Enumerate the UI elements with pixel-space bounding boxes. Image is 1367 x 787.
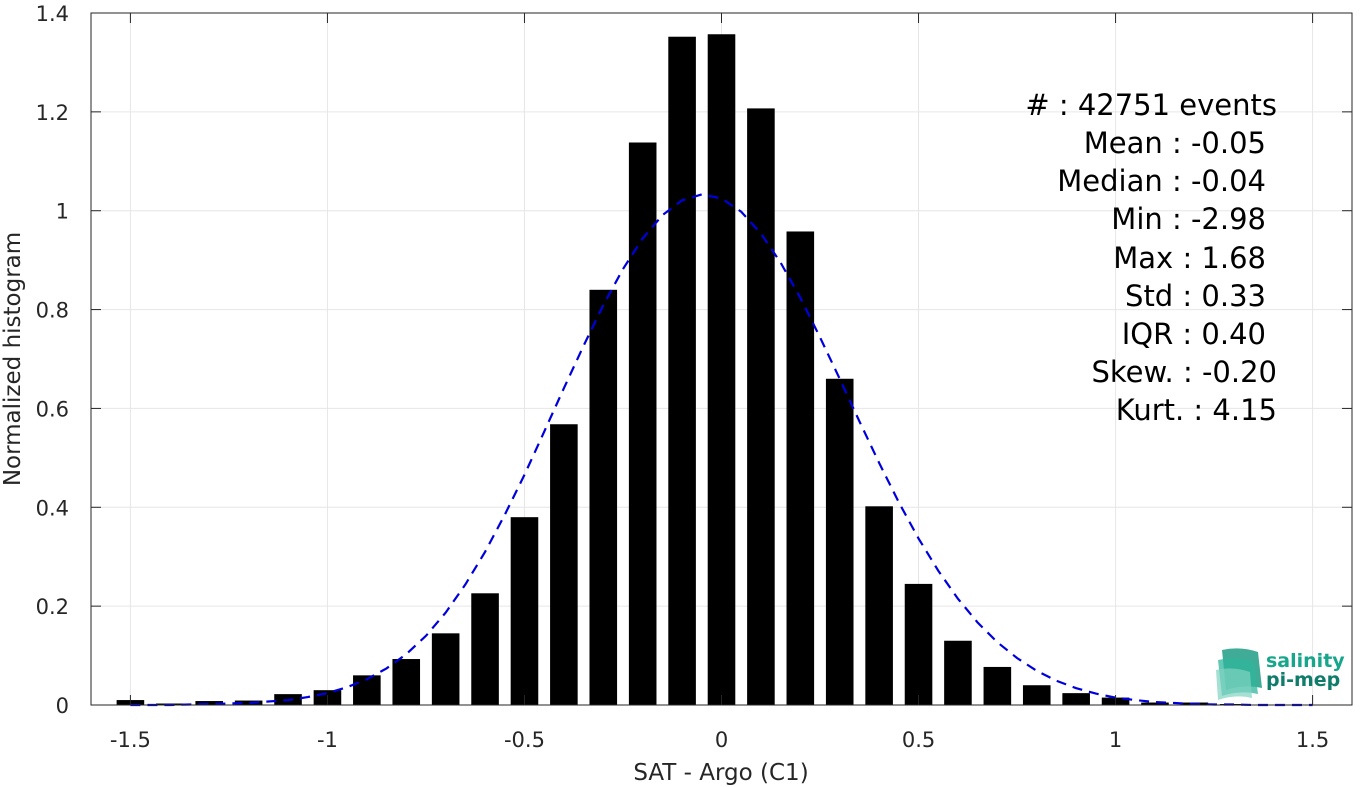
axes — [90, 12, 1353, 706]
y-tick-labels: 0 0.2 0.4 0.6 0.8 1 1.2 1.4 — [36, 2, 69, 718]
bar — [944, 640, 972, 705]
bar — [747, 108, 775, 705]
stat-count: # : 42751 events — [1025, 88, 1277, 122]
x-axis-label: SAT - Argo (C1) — [633, 760, 808, 786]
y-tick-label: 0.2 — [36, 595, 69, 619]
salinity-pi-mep-logo: salinity pi-mep — [1216, 648, 1345, 700]
bar — [510, 517, 539, 705]
y-tick-label: 1 — [56, 200, 69, 224]
bar — [550, 424, 578, 705]
stat-kurt: Kurt. : 4.15 — [1116, 393, 1277, 427]
bar — [983, 666, 1012, 705]
bars — [116, 34, 1248, 706]
bar — [865, 506, 893, 705]
logo-line2: pi-mep — [1266, 669, 1340, 691]
bar — [904, 583, 933, 705]
x-tick-label: 0.5 — [902, 728, 935, 752]
y-tick-label: 0.8 — [36, 299, 69, 323]
bar — [471, 593, 499, 705]
x-tick-label: -1.5 — [110, 728, 151, 752]
y-tick-label: 1.4 — [36, 2, 69, 26]
bar — [825, 378, 854, 705]
bar — [1062, 693, 1090, 705]
x-tick-labels: -1.5 -1 -0.5 0 0.5 1 1.5 — [110, 728, 1329, 752]
stat-mean: Mean : -0.05 — [1084, 126, 1266, 160]
logo-line1: salinity — [1266, 650, 1345, 672]
y-tick-label: 0 — [56, 694, 69, 718]
stat-max: Max : 1.68 — [1113, 241, 1266, 275]
bar — [1022, 685, 1051, 705]
wave-logo-icon — [1216, 648, 1262, 700]
stat-skew: Skew. : -0.20 — [1091, 355, 1277, 389]
bar — [589, 289, 618, 705]
bar — [707, 34, 736, 706]
x-tick-label: 1 — [1109, 728, 1122, 752]
stats-box: # : 42751 events Mean : -0.05 Median : -… — [1025, 88, 1277, 427]
bar — [668, 36, 696, 706]
stat-std: Std : 0.33 — [1125, 279, 1266, 313]
bar — [234, 700, 263, 705]
stat-min: Min : -2.98 — [1111, 202, 1266, 236]
bar — [1141, 702, 1169, 705]
y-tick-label: 1.2 — [36, 101, 69, 125]
bar — [431, 633, 460, 705]
stat-median: Median : -0.04 — [1057, 164, 1266, 198]
y-tick-label: 0.6 — [36, 397, 69, 421]
stat-iqr: IQR : 0.40 — [1122, 317, 1266, 351]
x-tick-label: 1.5 — [1296, 728, 1329, 752]
x-tick-label: -1 — [317, 728, 338, 752]
y-axis-label: Normalized histogram — [0, 232, 26, 486]
bar — [195, 701, 224, 705]
bar — [392, 659, 421, 705]
x-tick-label: 0 — [715, 728, 728, 752]
x-tick-label: -0.5 — [504, 728, 545, 752]
bar — [786, 231, 815, 705]
y-tick-label: 0.4 — [36, 496, 69, 520]
bar — [628, 142, 657, 705]
